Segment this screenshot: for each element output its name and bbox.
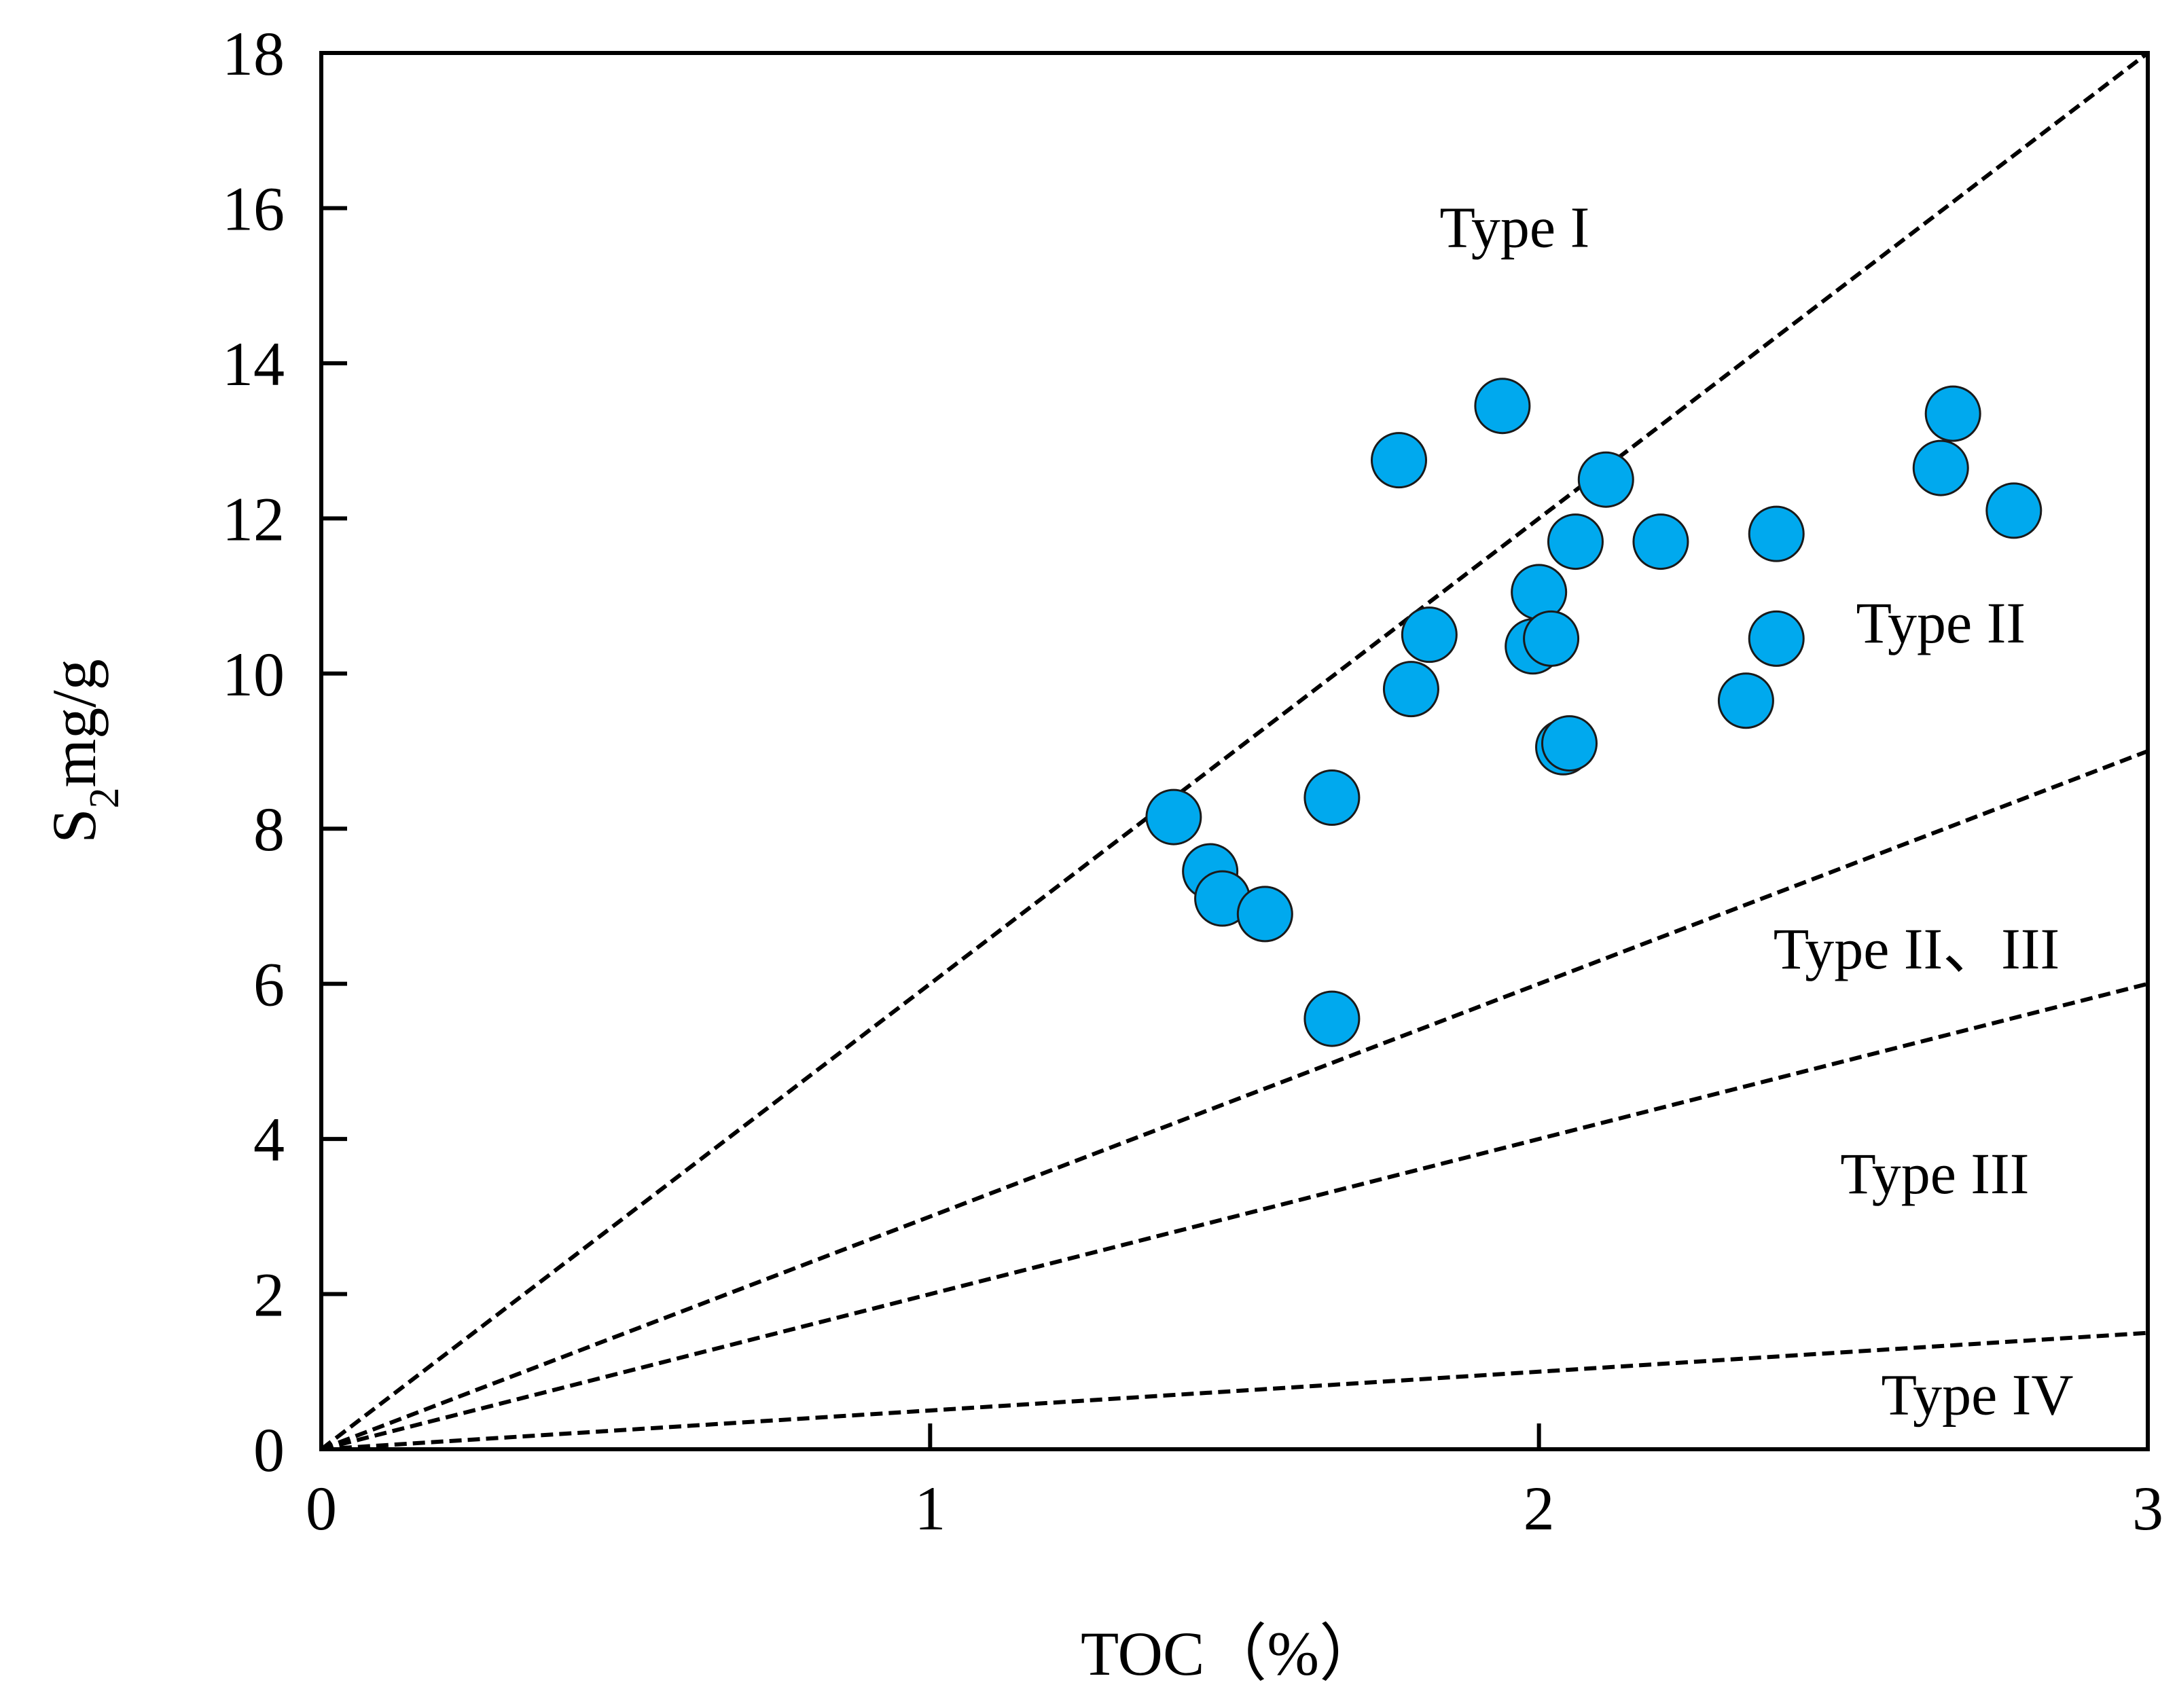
data-point xyxy=(1985,482,2043,539)
type-III-IV-boundary-line xyxy=(321,1330,2148,1449)
type-iii-label: Type III xyxy=(1840,1141,2029,1206)
y-tick-label: 0 xyxy=(253,1415,285,1485)
data-point xyxy=(1541,715,1598,772)
x-axis-title: TOC（%） xyxy=(1081,1619,1382,1688)
type-II-II-III-boundary-line xyxy=(321,749,2148,1449)
y-tick-label: 4 xyxy=(253,1105,285,1174)
data-point xyxy=(1474,378,1531,435)
y-axis-title-suffix: mg/g xyxy=(39,659,109,787)
data-point xyxy=(1748,505,1805,562)
data-point xyxy=(1382,661,1439,718)
plot-frame xyxy=(319,51,2150,1451)
y-axis-title-main: S xyxy=(39,808,109,843)
type-iv-label: Type IV xyxy=(1882,1362,2074,1428)
data-point xyxy=(1523,610,1580,667)
data-point xyxy=(1912,439,1969,496)
y-tick-label: 6 xyxy=(253,950,285,1019)
type-i-label: Type I xyxy=(1439,195,1589,260)
data-point xyxy=(1145,788,1202,846)
data-point xyxy=(1401,606,1458,664)
type-ii-label: Type II xyxy=(1856,590,2026,655)
data-point xyxy=(1371,432,1428,489)
type-ii-iii-label: Type II、III xyxy=(1774,916,2059,981)
y-tick-label: 14 xyxy=(222,329,285,399)
x-tick-label: 3 xyxy=(2132,1474,2163,1543)
data-point xyxy=(1717,672,1774,729)
y-axis-title: S2mg/g xyxy=(39,659,128,843)
data-point xyxy=(1924,385,1981,442)
type-II-III-III-boundary-line xyxy=(321,981,2148,1449)
x-tick-label: 0 xyxy=(306,1474,337,1543)
y-axis-title-subscript: 2 xyxy=(82,787,128,808)
data-point xyxy=(1632,513,1689,570)
data-point xyxy=(1547,513,1604,570)
y-tick-label: 16 xyxy=(222,174,285,243)
x-tick-label: 2 xyxy=(1524,1474,1555,1543)
region-labels: Type I Type II Type II、III Type III Type IV xyxy=(1439,195,2073,1428)
y-tick-label: 10 xyxy=(222,640,285,709)
x-tick-label: 1 xyxy=(914,1474,946,1543)
type-I-II-boundary-line xyxy=(321,53,2148,1449)
y-tick-label: 8 xyxy=(253,795,285,864)
y-tick-label: 12 xyxy=(222,484,285,553)
data-point xyxy=(1303,769,1361,826)
data-point xyxy=(1236,886,1293,943)
data-points xyxy=(1145,378,2043,1047)
reference-lines xyxy=(321,53,2148,1449)
data-point xyxy=(1748,610,1805,667)
data-point xyxy=(1577,451,1634,508)
y-tick-label: 18 xyxy=(222,19,285,88)
y-tick-label: 2 xyxy=(253,1260,285,1330)
data-point xyxy=(1303,990,1361,1047)
data-point xyxy=(1511,564,1568,621)
